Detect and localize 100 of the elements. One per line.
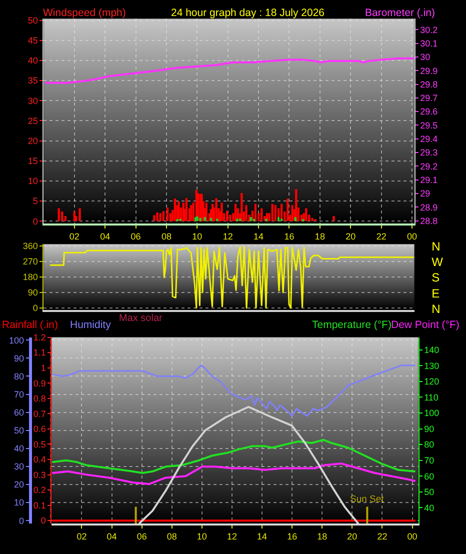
y2-tick-label: 0.6 xyxy=(33,424,46,434)
bar xyxy=(250,217,252,222)
x-tick-label: 14 xyxy=(254,231,264,242)
y-tick-label: 180 xyxy=(22,272,38,282)
x-tick-label: 12 xyxy=(222,231,233,242)
y2-tick-label: 30.1 xyxy=(420,38,438,48)
y2-tick-label: 29.5 xyxy=(420,120,438,130)
bar xyxy=(178,201,180,222)
y-tick-label: 0 xyxy=(32,303,38,314)
x-tick-label: 18 xyxy=(317,531,328,542)
y2-tick-label: 29.4 xyxy=(420,134,438,144)
bar xyxy=(166,208,169,222)
x-tick-label: 08 xyxy=(161,231,172,242)
y-tick-label: 270 xyxy=(22,256,38,267)
y2-tick-label: 30.2 xyxy=(420,24,438,35)
bar xyxy=(204,217,206,222)
y-tick-label: 5 xyxy=(32,196,38,206)
bar xyxy=(294,217,296,222)
bar xyxy=(159,213,162,222)
y2-tick-label: 29.7 xyxy=(420,93,438,104)
y2-tick-label: 29.6 xyxy=(420,106,438,117)
category-label: S xyxy=(432,270,440,285)
bar xyxy=(274,205,277,222)
y-tick-label: 0 xyxy=(32,216,38,226)
y-tick-label: 30 xyxy=(14,462,24,472)
bar xyxy=(311,218,314,222)
bar xyxy=(199,218,202,222)
bar xyxy=(286,198,289,222)
y2-tick-label: 0.4 xyxy=(33,454,46,465)
y2-tick-label: 29.8 xyxy=(420,79,438,90)
category-label: N xyxy=(432,302,440,316)
x-tick-label: 22 xyxy=(376,231,386,242)
y-tick-label: 40 xyxy=(28,56,38,66)
bar xyxy=(61,212,64,222)
bar xyxy=(305,208,308,222)
y-tick-label: 45 xyxy=(28,36,38,46)
bar xyxy=(179,218,182,222)
bar xyxy=(156,212,158,222)
x-tick-label: 04 xyxy=(100,231,110,242)
x-tick-label: 02 xyxy=(69,231,80,242)
y3-tick-label: 130 xyxy=(424,360,440,371)
y2-tick-label: 29.2 xyxy=(420,161,438,172)
y-tick-label: 100 xyxy=(8,335,24,346)
y3-tick-label: 100 xyxy=(424,408,440,418)
line-series xyxy=(52,438,416,474)
bar xyxy=(277,217,280,222)
x-tick-label: 22 xyxy=(377,531,388,542)
x-tick-label: 06 xyxy=(136,531,147,542)
y2-tick-label: 0.3 xyxy=(33,470,46,480)
y3-tick-label: 70 xyxy=(424,456,434,466)
text: Rainfall (.in) xyxy=(2,319,58,331)
y3-tick-label: 50 xyxy=(424,487,434,498)
bar xyxy=(174,198,176,222)
y2-tick-label: 0 xyxy=(40,516,46,526)
y2-tick-label: 0.8 xyxy=(33,394,46,404)
x-tick-label: 10 xyxy=(192,231,202,242)
bar xyxy=(245,205,248,222)
y-tick-label: 90 xyxy=(14,353,24,364)
y-tick-label: 20 xyxy=(28,136,38,146)
y2-tick-label: 29.9 xyxy=(420,66,438,76)
bar xyxy=(265,218,268,222)
y-tick-label: 60 xyxy=(14,407,24,418)
y-tick-label: 15 xyxy=(28,156,38,166)
category-label: N xyxy=(432,239,440,254)
y2-tick-label: 1 xyxy=(40,362,46,373)
x-tick-label: 18 xyxy=(314,231,325,242)
bar xyxy=(332,216,335,222)
line-series xyxy=(50,246,414,309)
y-tick-label: 35 xyxy=(28,76,38,86)
y-tick-label: 70 xyxy=(14,389,24,400)
y-tick-label: 10 xyxy=(14,498,24,508)
y-tick-label: 50 xyxy=(14,426,24,436)
y-tick-label: 10 xyxy=(28,176,38,186)
category-label: W xyxy=(432,254,443,269)
y3-tick-label: 60 xyxy=(424,471,434,482)
chart-title: 24 hour graph day : 18 July 2026 xyxy=(171,7,325,19)
y3-tick-label: 40 xyxy=(424,502,434,513)
y-tick-label: 50 xyxy=(28,15,38,26)
x-tick-label: 08 xyxy=(166,531,177,542)
y3-tick-label: 120 xyxy=(424,376,440,387)
x-tick-label: 16 xyxy=(284,231,294,242)
x-tick-label: 04 xyxy=(106,531,117,542)
y2-tick-label: 0.9 xyxy=(33,378,46,388)
x-tick-label: 12 xyxy=(226,531,237,542)
bar xyxy=(58,208,60,222)
x-tick-label: 14 xyxy=(257,531,268,542)
y2-tick-label: 28.9 xyxy=(420,202,438,212)
y-tick-label: 25 xyxy=(28,116,38,126)
y-tick-label: 80 xyxy=(14,371,24,382)
bar xyxy=(240,193,243,222)
text: Temperature (°F) xyxy=(312,319,392,331)
x-tick-label: 20 xyxy=(346,231,356,242)
text: Humidity xyxy=(70,319,112,331)
y-tick-label: 0 xyxy=(18,516,24,526)
y2-tick-label: 29.1 xyxy=(420,175,438,186)
chart-title: Max solar xyxy=(119,313,164,324)
y-tick-label: 30 xyxy=(28,96,38,106)
x-tick-label: 10 xyxy=(196,531,207,542)
x-tick-label: 20 xyxy=(347,531,358,542)
line-series xyxy=(52,462,416,486)
